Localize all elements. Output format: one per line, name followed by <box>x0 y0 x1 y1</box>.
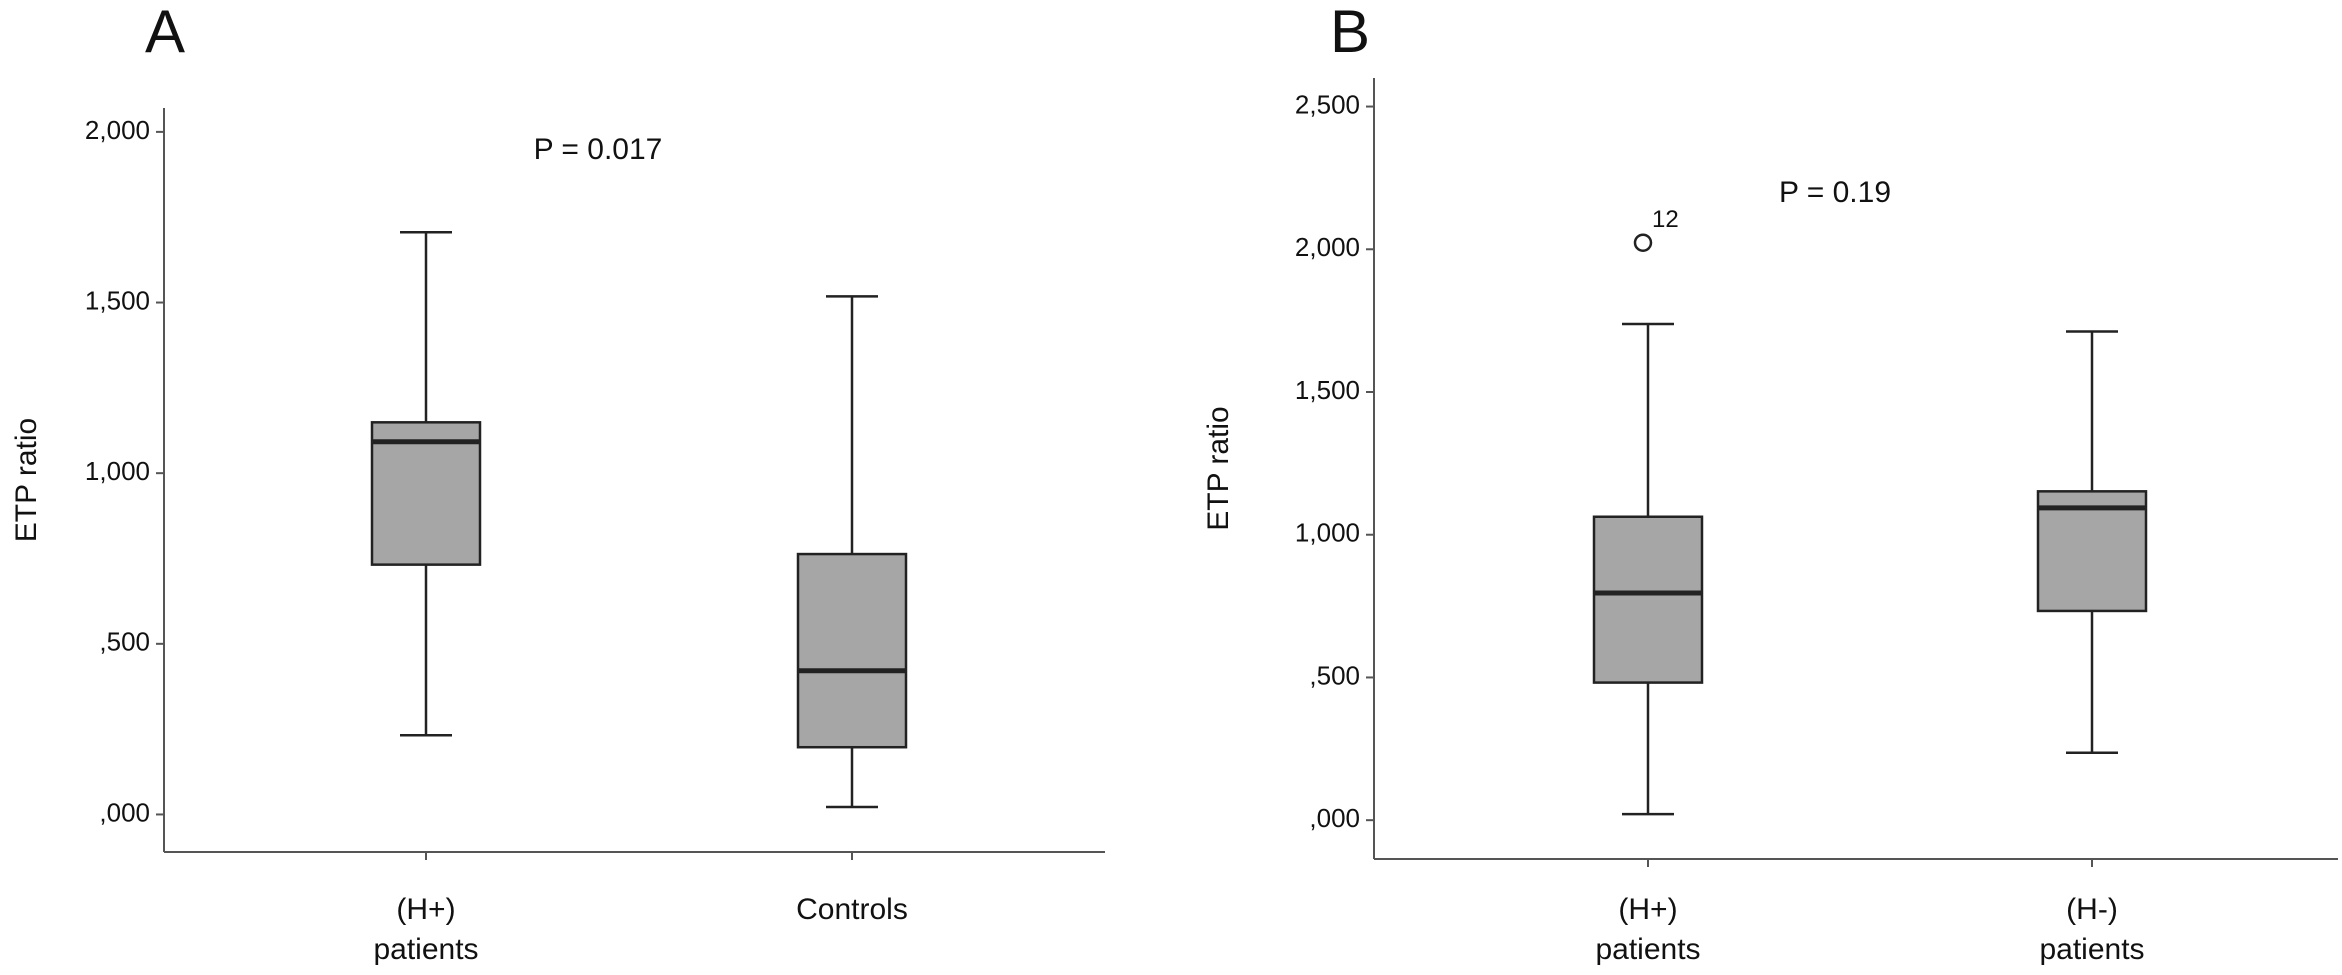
x-tick-label: (H+) patients <box>373 893 478 966</box>
x-tick-label-line: patients <box>2039 933 2144 966</box>
x-tick-label: (H+) patients <box>1595 893 1700 966</box>
x-tick-label-line: (H+) <box>396 893 455 926</box>
y-tick-label: ,500 <box>99 627 150 657</box>
panel-label: B <box>1330 0 1370 65</box>
y-tick-label: ,500 <box>1309 660 1360 690</box>
y-tick-label: ,000 <box>1309 803 1360 833</box>
y-axis-label: ETP ratio <box>10 418 43 543</box>
x-tick-label-line: patients <box>1595 933 1700 966</box>
y-tick-label: 2,500 <box>1295 89 1360 119</box>
box <box>2036 490 2148 613</box>
x-tick-label-line: patients <box>373 933 478 966</box>
y-tick-label: 2,000 <box>1295 232 1360 262</box>
box <box>1592 515 1704 684</box>
outlier <box>1633 233 1653 252</box>
y-tick-label: 1,000 <box>85 456 150 486</box>
box <box>796 552 908 749</box>
panel-label: A <box>145 0 185 65</box>
x-tick-label-line: (H+) <box>1618 893 1677 926</box>
annotation: P = 0.017 <box>534 133 663 166</box>
x-tick-label-line: (H-) <box>2066 893 2118 926</box>
y-tick-label: 1,500 <box>85 285 150 315</box>
y-axis-label: ETP ratio <box>1202 406 1235 531</box>
y-tick-label: 1,000 <box>1295 518 1360 548</box>
annotation: P = 0.19 <box>1779 176 1891 209</box>
x-tick-label: Controls <box>796 893 908 926</box>
y-tick-label: 2,000 <box>85 115 150 145</box>
x-tick-label: (H-) patients <box>2039 893 2144 966</box>
y-tick-label: 1,500 <box>1295 375 1360 405</box>
outlier-label: 12 <box>1652 206 1679 233</box>
box <box>370 421 482 566</box>
y-tick-label: ,000 <box>99 797 150 827</box>
